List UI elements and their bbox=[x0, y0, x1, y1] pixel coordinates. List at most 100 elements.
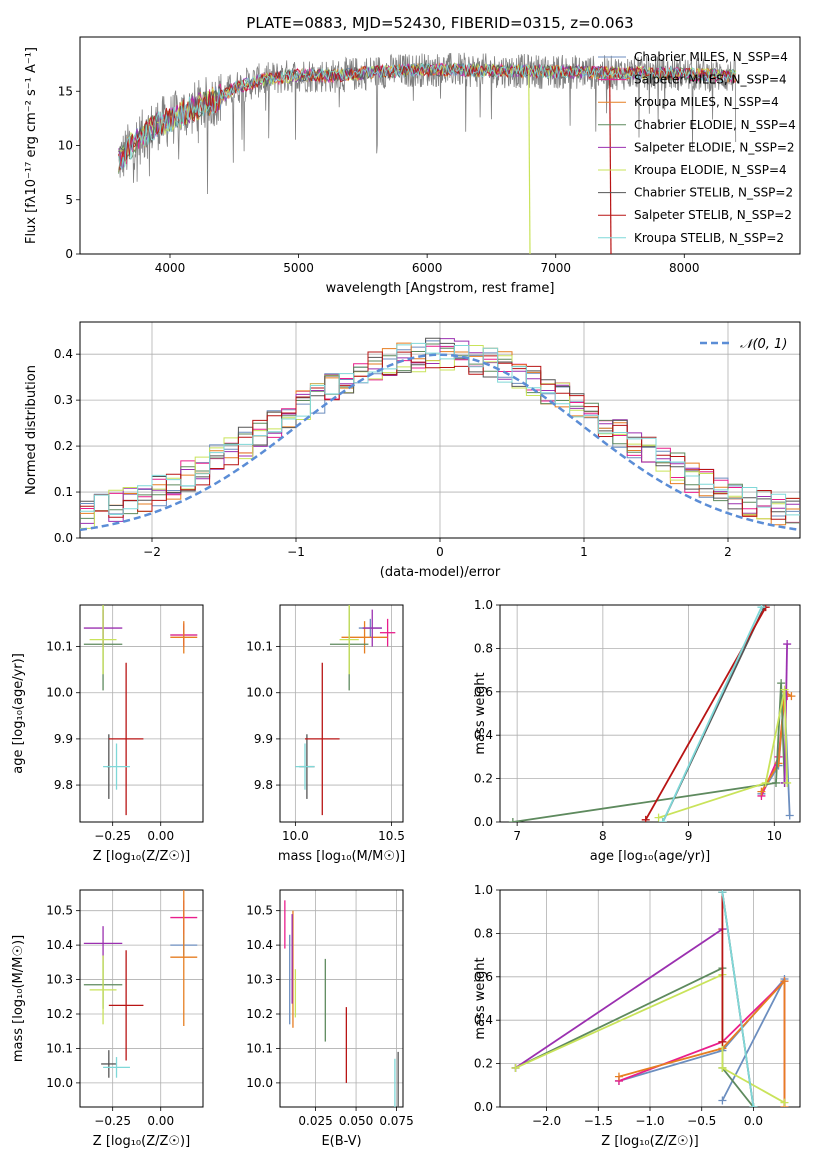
y-tick-label: 0.3 bbox=[54, 393, 73, 407]
weight-line-kroupa-elodie bbox=[658, 689, 788, 819]
residual-histogram-panel: −2 −1 0 1 2 0.0 0.1 0.2 0.3 0.4 (data-model)/error… bbox=[24, 321, 801, 580]
legend-label: Salpeter MILES, N_SSP=4 bbox=[634, 73, 787, 87]
y-tick-label: 0.4 bbox=[54, 347, 73, 361]
x-tick-label: 0.0 bbox=[744, 1114, 763, 1128]
weight-marker-kroupa-stelib bbox=[757, 605, 766, 612]
weight-marker-salpeter-stelib bbox=[641, 815, 650, 822]
figure-title: PLATE=0883, MJD=52430, FIBERID=0315, z=0… bbox=[246, 14, 633, 32]
spectrum-panel: 4000 5000 6000 7000 8000 0 5 10 15 wavelength [An… bbox=[24, 36, 801, 296]
y-tick-label: 10.0 bbox=[46, 1076, 73, 1090]
histograms bbox=[80, 337, 800, 532]
model-dip bbox=[528, 69, 531, 254]
legend-label: Chabrier STELIB, N_SSP=2 bbox=[634, 186, 793, 200]
weight-marker-kroupa-elodie bbox=[780, 1098, 789, 1107]
y-tick-label: 0.8 bbox=[474, 926, 493, 940]
y-tick-label: 10.1 bbox=[246, 640, 273, 654]
x-tick-label: 0.050 bbox=[339, 1114, 373, 1128]
y-tick-label: 0.6 bbox=[474, 685, 493, 699]
x-tick-label: −2.0 bbox=[532, 1114, 561, 1128]
weight-line-kroupa-miles bbox=[618, 978, 786, 1107]
y-tick-label: 10.3 bbox=[246, 973, 273, 987]
extinction-mass-panel: 0.025 0.050 0.075 10.0 10.1 10.2 10.3 10.4 10.5 E… bbox=[246, 889, 414, 1149]
weight-marker-kroupa-miles bbox=[774, 759, 783, 768]
weight-marker-kroupa-elodie bbox=[783, 778, 792, 787]
y-tick-label: 0.2 bbox=[54, 439, 73, 453]
weight-line-kroupa-miles bbox=[760, 690, 792, 793]
metallicity-mass-panel: −0.25 0.00 10.0 10.1 10.2 10.3 10.4 10.5 Z [log₁… bbox=[11, 889, 204, 1149]
x-tick-label: 8 bbox=[599, 829, 607, 843]
error-bars bbox=[284, 900, 399, 1107]
y-tick-label: 10.2 bbox=[246, 1007, 273, 1021]
plot-frame bbox=[79, 321, 801, 539]
y-tick-label: 1.0 bbox=[474, 883, 493, 897]
legend-label: Kroupa ELODIE, N_SSP=4 bbox=[634, 163, 787, 177]
x-tick-label: −0.25 bbox=[94, 829, 131, 843]
x-tick-label: 0 bbox=[436, 545, 444, 559]
y-tick-label: 5 bbox=[65, 193, 73, 207]
error-bars bbox=[83, 890, 198, 1078]
weight-lines bbox=[511, 890, 789, 1107]
y-tick-label: 0.2 bbox=[474, 1057, 493, 1071]
weight-marker-kroupa-elodie bbox=[511, 1063, 520, 1072]
weight-marker-kroupa-elodie bbox=[761, 778, 770, 787]
legend-label: 𝒩(0, 1) bbox=[740, 337, 787, 352]
plot-frame bbox=[499, 889, 801, 1108]
weight-marker-kroupa-miles bbox=[780, 977, 789, 986]
x-tick-label: 10 bbox=[767, 829, 782, 843]
plot-frame bbox=[279, 604, 404, 823]
x-tick-label: 7 bbox=[513, 829, 521, 843]
y-tick-label: 10.5 bbox=[246, 904, 273, 918]
y-tick-label: 10.1 bbox=[46, 640, 73, 654]
x-tick-label: −2 bbox=[143, 545, 161, 559]
plot-frame bbox=[79, 889, 204, 1108]
error-bars bbox=[295, 605, 396, 816]
spectrum-legend: Chabrier MILES, N_SSP=4 Salpeter MILES, N… bbox=[598, 50, 796, 245]
x-tick-label: −1 bbox=[287, 545, 305, 559]
y-tick-label: 10.4 bbox=[46, 938, 73, 952]
plot-frame bbox=[79, 604, 204, 823]
x-tick-label: 5000 bbox=[283, 261, 314, 275]
y-axis-label: mass weight bbox=[473, 672, 488, 754]
mass-age-panel: 10.0 10.5 9.8 9.9 10.0 10.1 mass [log₁₀(M/M☉)] bbox=[246, 604, 405, 864]
x-tick-label: 10.0 bbox=[282, 829, 309, 843]
x-axis-label: mass [log₁₀(M/M☉)] bbox=[278, 849, 405, 864]
error-bars bbox=[83, 605, 198, 816]
plot-frame bbox=[79, 36, 801, 255]
weight-marker-kroupa-stelib bbox=[749, 1103, 758, 1107]
y-tick-label: 10.3 bbox=[46, 973, 73, 987]
weight-marker-kroupa-elodie bbox=[718, 1063, 727, 1072]
weight-marker-chabrier-elodie bbox=[508, 818, 517, 822]
weight-marker-chabrier-elodie bbox=[777, 679, 786, 688]
x-axis-label: Z [log₁₀(Z/Z☉)] bbox=[93, 849, 190, 864]
weight-marker-salpeter-elodie bbox=[783, 640, 792, 649]
y-axis-label: age [log₁₀(age/yr)] bbox=[11, 653, 26, 774]
x-tick-label: 0.075 bbox=[379, 1114, 413, 1128]
y-tick-label: 0.4 bbox=[474, 728, 493, 742]
legend-label: Salpeter ELODIE, N_SSP=2 bbox=[634, 140, 795, 154]
y-tick-label: 0.4 bbox=[474, 1013, 493, 1027]
y-axis-label: mass weight bbox=[473, 957, 488, 1039]
y-tick-label: 10.1 bbox=[46, 1041, 73, 1055]
x-axis-label: age [log₁₀(age/yr)] bbox=[590, 849, 711, 864]
weight-marker-chabrier-miles bbox=[718, 1096, 727, 1105]
x-axis-label: E(B-V) bbox=[321, 1134, 361, 1149]
weight-marker-kroupa-miles bbox=[757, 787, 766, 796]
y-tick-label: 0.1 bbox=[54, 485, 73, 499]
y-tick-label: 0.0 bbox=[54, 531, 73, 545]
model-spectrum-kroupa-stelib bbox=[118, 62, 736, 171]
y-tick-label: 10.5 bbox=[46, 904, 73, 918]
x-tick-label: 0.00 bbox=[147, 829, 174, 843]
x-axis-label: (data-model)/error bbox=[380, 565, 501, 580]
legend-label: Salpeter STELIB, N_SSP=2 bbox=[634, 208, 792, 222]
spectrum-lines bbox=[118, 52, 737, 254]
x-axis-label: Z [log₁₀(Z/Z☉)] bbox=[601, 1134, 698, 1149]
histogram-chabrier-stelib bbox=[80, 337, 800, 513]
weight-marker-kroupa-elodie bbox=[780, 685, 789, 694]
x-tick-label: 6000 bbox=[412, 261, 443, 275]
weight-marker-kroupa-miles bbox=[787, 692, 796, 701]
y-axis-label: Flux [fλ10⁻¹⁷ erg cm⁻² s⁻¹ A⁻¹] bbox=[24, 47, 39, 244]
y-tick-label: 10 bbox=[58, 139, 73, 153]
x-tick-label: 7000 bbox=[540, 261, 571, 275]
legend-label: Kroupa MILES, N_SSP=4 bbox=[634, 95, 779, 109]
